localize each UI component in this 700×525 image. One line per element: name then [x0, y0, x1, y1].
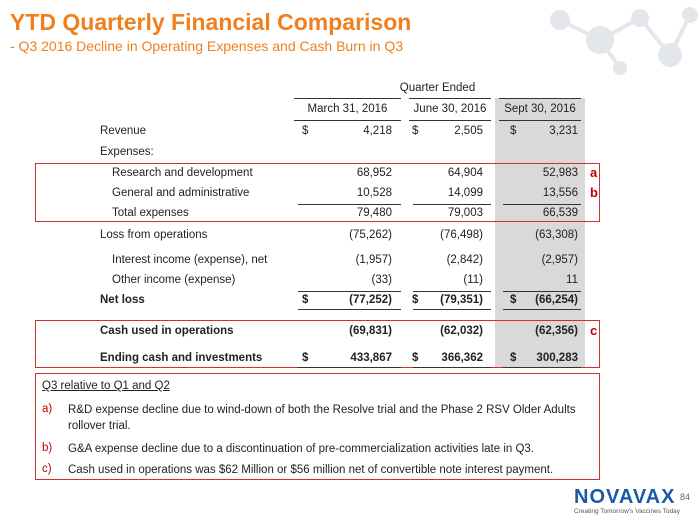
cell: 2,505 — [454, 125, 483, 137]
note-text: G&A expense decline due to a discontinua… — [68, 443, 535, 455]
cell: (11) — [463, 274, 483, 286]
column-header: March 31, 2016 — [307, 103, 388, 115]
row-label: Ending cash and investments — [100, 352, 263, 364]
row-label: Research and development — [112, 167, 253, 179]
rule — [409, 120, 491, 121]
rule — [503, 367, 581, 368]
rule — [503, 204, 581, 205]
notes-box — [35, 373, 600, 480]
rule — [294, 98, 401, 99]
subtitle: - Q3 2016 Decline in Operating Expenses … — [10, 38, 404, 54]
rule — [294, 120, 401, 121]
cell: (76,498) — [440, 229, 483, 241]
flag: a — [590, 165, 598, 180]
cell: (66,254) — [535, 294, 578, 306]
row-label: Expenses: — [100, 146, 154, 158]
cell: 366,362 — [441, 352, 483, 364]
cell: (62,032) — [440, 325, 483, 337]
logo: NOVAVAX — [574, 486, 676, 508]
cell: 68,952 — [356, 167, 392, 179]
cell: 10,528 — [356, 187, 392, 199]
cell: (79,351) — [440, 294, 483, 306]
cell: (62,356) — [535, 325, 578, 337]
cell: 3,231 — [549, 125, 578, 137]
cell: 433,867 — [350, 352, 392, 364]
rule — [298, 204, 401, 205]
title: YTD Quarterly Financial Comparison — [10, 9, 412, 35]
currency: $ — [510, 352, 517, 364]
cell: (69,831) — [349, 325, 392, 337]
tagline: Creating Tomorrow's Vaccines Today — [574, 508, 681, 515]
rule — [413, 367, 491, 368]
rule — [503, 291, 581, 292]
currency: $ — [302, 294, 309, 306]
currency: $ — [510, 125, 517, 137]
row-label: Net loss — [100, 294, 145, 306]
cell: (2,842) — [446, 254, 483, 266]
decoration — [550, 7, 698, 75]
currency: $ — [412, 352, 419, 364]
column-header: Sept 30, 2016 — [504, 103, 576, 115]
rule — [298, 367, 401, 368]
cell: 79,003 — [447, 207, 483, 219]
cell: 300,283 — [536, 352, 578, 364]
currency: $ — [412, 125, 419, 137]
note-marker: c) — [42, 463, 52, 475]
rule — [413, 204, 491, 205]
note-marker: b) — [42, 442, 53, 454]
note-text: Cash used in operations was $62 Million … — [68, 464, 554, 476]
rule — [499, 120, 581, 121]
row-label: Other income (expense) — [112, 274, 236, 286]
currency: $ — [302, 125, 309, 137]
currency: $ — [412, 294, 419, 306]
note-marker: a) — [42, 403, 53, 415]
rule — [298, 309, 401, 310]
flag: b — [590, 185, 598, 200]
cell: 52,983 — [542, 167, 578, 179]
cell: 4,218 — [363, 125, 392, 137]
cell: (63,308) — [535, 229, 578, 241]
row-label: Loss from operations — [100, 229, 208, 241]
note-text: R&D expense decline due to wind-down of … — [68, 404, 576, 432]
cell: 14,099 — [447, 187, 483, 199]
currency: $ — [510, 294, 517, 306]
cell: (33) — [371, 274, 392, 286]
cell: 11 — [566, 274, 578, 286]
cell: 66,539 — [542, 207, 578, 219]
rule — [298, 291, 401, 292]
highlight-box — [35, 163, 600, 222]
currency: $ — [302, 352, 309, 364]
cell: 13,556 — [542, 187, 578, 199]
flag: c — [590, 323, 598, 338]
column-header: June 30, 2016 — [413, 103, 487, 115]
row-label: Total expenses — [112, 207, 189, 219]
cell: (75,262) — [349, 229, 392, 241]
cell: (2,957) — [541, 254, 578, 266]
row-label: Revenue — [100, 125, 147, 137]
cell: 79,480 — [356, 207, 392, 219]
notes-title: Q3 relative to Q1 and Q2 — [42, 380, 170, 392]
page-number: 84 — [680, 492, 691, 502]
cell: (77,252) — [349, 294, 392, 306]
rule — [413, 291, 491, 292]
row-label: General and administrative — [112, 187, 250, 199]
highlight-column — [495, 98, 585, 368]
cell: 64,904 — [447, 167, 483, 179]
group-header: Quarter Ended — [399, 82, 476, 94]
rule — [499, 98, 581, 99]
rule — [503, 309, 581, 310]
rule — [409, 98, 491, 99]
rule — [413, 309, 491, 310]
cell: (1,957) — [355, 254, 392, 266]
row-label: Interest income (expense), net — [112, 254, 268, 266]
row-label: Cash used in operations — [100, 325, 234, 337]
